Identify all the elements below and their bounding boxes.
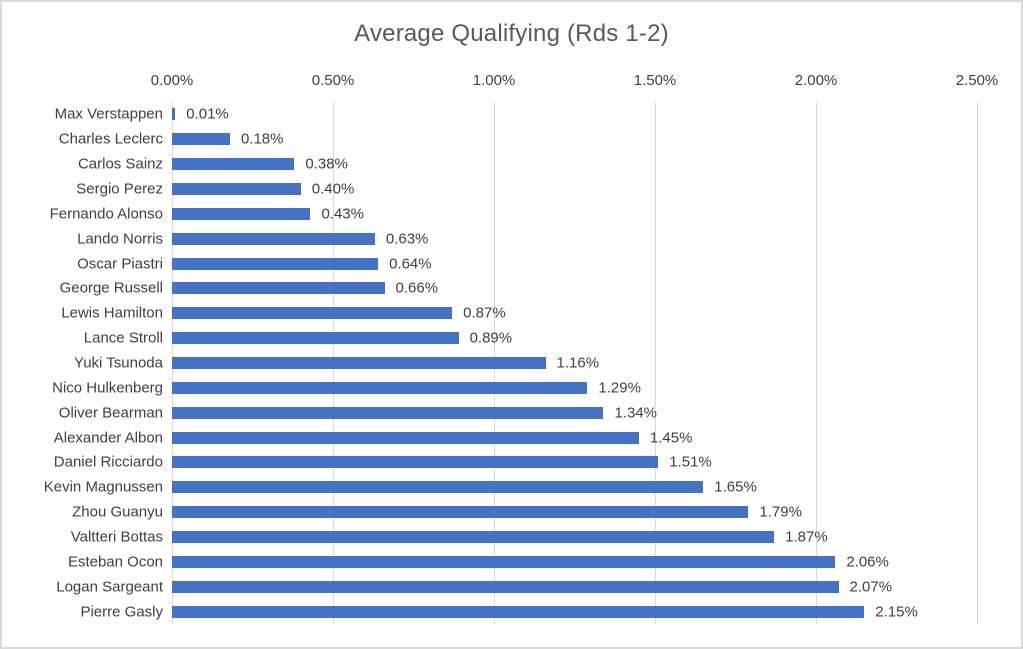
category-label: Charles Leclerc — [58, 130, 163, 148]
x-axis-tick-label: 1.50% — [633, 72, 677, 89]
bar — [172, 406, 604, 419]
bar — [172, 555, 836, 568]
value-label: 0.01% — [186, 105, 229, 123]
category-label: Lance Stroll — [83, 329, 163, 347]
category-label: Zhou Guanyu — [72, 503, 163, 521]
bar — [172, 332, 459, 345]
x-axis-tick-label: 0.00% — [150, 72, 194, 89]
bar — [172, 158, 295, 171]
category-label: Fernando Alonso — [49, 205, 163, 223]
bar — [172, 282, 385, 295]
category-label: Logan Sargeant — [56, 578, 163, 596]
bar — [172, 133, 230, 146]
value-label: 1.65% — [714, 478, 757, 496]
value-label: 0.40% — [311, 180, 355, 198]
bar — [172, 257, 379, 270]
value-label: 0.66% — [395, 279, 439, 297]
category-label: Alexander Albon — [53, 429, 163, 447]
bar — [172, 207, 311, 220]
bar — [172, 183, 301, 195]
bar — [172, 357, 546, 369]
category-label: Lewis Hamilton — [61, 304, 163, 322]
value-label: 1.87% — [785, 528, 828, 546]
bar — [172, 605, 865, 618]
category-label: Pierre Gasly — [80, 603, 163, 621]
value-label: 0.18% — [240, 130, 284, 148]
bar — [172, 431, 639, 444]
bar — [172, 531, 775, 543]
x-axis-tick-label: 2.00% — [794, 72, 838, 89]
category-label: Nico Hulkenberg — [52, 379, 163, 397]
category-label: Oliver Bearman — [58, 404, 163, 422]
category-label: Esteban Ocon — [67, 553, 163, 571]
value-label: 0.87% — [463, 304, 506, 322]
gridline — [655, 102, 656, 624]
category-label: Yuki Tsunoda — [74, 354, 163, 372]
value-label: 2.15% — [875, 603, 918, 621]
gridline — [816, 102, 817, 624]
bar — [172, 232, 375, 245]
category-label: Max Verstappen — [54, 105, 163, 123]
chart-title: Average Qualifying (Rds 1-2) — [354, 20, 669, 47]
plot-area: Max Verstappen 0.01% Charles Leclerc 0.18% C… — [44, 102, 978, 624]
x-axis-tick-label: 2.50% — [955, 72, 999, 89]
bar — [172, 506, 749, 519]
category-label: Lando Norris — [77, 230, 163, 248]
category-label: Carlos Sainz — [77, 155, 163, 173]
value-label: 0.64% — [389, 255, 432, 273]
x-axis-tick-label: 1.00% — [472, 72, 516, 89]
value-label: 2.06% — [846, 553, 889, 571]
value-label: 0.89% — [469, 329, 513, 347]
category-label: Sergio Perez — [76, 180, 163, 198]
bar — [172, 307, 453, 320]
value-label: 1.79% — [759, 503, 802, 521]
value-label: 0.63% — [385, 230, 429, 248]
bar — [172, 580, 839, 593]
value-label: 1.16% — [556, 354, 600, 372]
bar — [172, 381, 588, 394]
gridline — [977, 102, 978, 624]
x-axis-tick-label: 0.50% — [311, 72, 355, 89]
category-label: Valtteri Bottas — [70, 528, 163, 546]
value-label: 1.51% — [669, 453, 712, 471]
category-label: Daniel Ricciardo — [53, 453, 163, 471]
category-label: Oscar Piastri — [77, 255, 163, 273]
x-axis: 0.00% 0.50% 1.00% 1.50% 2.00% 2.50% — [2, 72, 1021, 92]
bar — [172, 456, 659, 469]
category-label: George Russell — [59, 279, 163, 297]
bar — [172, 108, 176, 121]
value-label: 0.43% — [321, 205, 364, 223]
value-label: 2.07% — [849, 578, 893, 596]
value-label: 1.34% — [614, 404, 658, 422]
value-label: 1.29% — [598, 379, 641, 397]
value-label: 1.45% — [649, 429, 693, 447]
value-label: 0.38% — [305, 155, 348, 173]
bar — [172, 481, 704, 494]
category-label: Kevin Magnussen — [43, 478, 163, 496]
